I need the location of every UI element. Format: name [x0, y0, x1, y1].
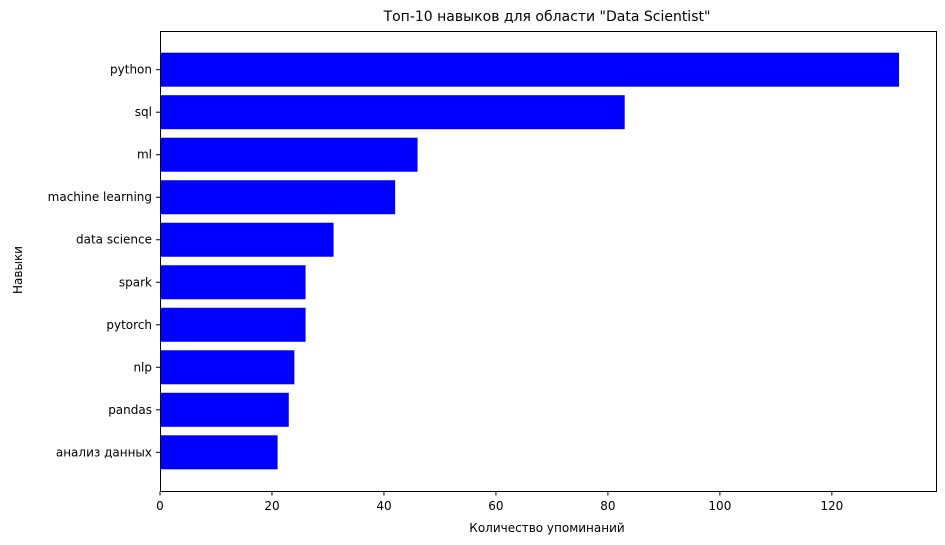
y-axis-label: Навыки: [11, 246, 25, 294]
bar-pandas: [160, 392, 289, 427]
bar-nlp: [160, 350, 295, 385]
bar-spark: [160, 265, 306, 300]
bars-group: [160, 52, 900, 470]
y-tick-label: spark: [119, 275, 152, 289]
x-tick-label: 20: [264, 499, 279, 513]
plot-area-frame: [160, 31, 937, 492]
y-tick-label: sql: [135, 105, 152, 119]
y-tick-label: python: [110, 63, 152, 77]
y-tick-label: pytorch: [106, 318, 152, 332]
bar-ml: [160, 137, 418, 172]
y-tick-label: machine learning: [48, 190, 152, 204]
bar-machine-learning: [160, 180, 396, 215]
x-tick-label: 60: [488, 499, 503, 513]
bar-data-science: [160, 222, 334, 257]
y-tick-label: анализ данных: [56, 445, 152, 459]
chart-title: Топ-10 навыков для области "Data Scienti…: [383, 9, 711, 25]
x-tick-label: 40: [376, 499, 391, 513]
x-axis-label: Количество упоминаний: [469, 521, 624, 535]
x-tick-label: 0: [156, 499, 164, 513]
bar-анализ-данных: [160, 435, 278, 470]
bar-sql: [160, 95, 625, 130]
bar-pytorch: [160, 307, 306, 342]
bar-python: [160, 52, 900, 87]
y-tick-label: pandas: [108, 403, 152, 417]
y-axis-ticks: python sql ml machine learning data science s…: [48, 63, 160, 459]
x-axis-ticks: 0 20 40 60 80 100 120: [156, 491, 843, 513]
y-tick-label: nlp: [133, 360, 152, 374]
x-tick-label: 80: [600, 499, 615, 513]
x-tick-label: 100: [708, 499, 731, 513]
y-tick-label: data science: [76, 233, 152, 247]
y-tick-label: ml: [137, 148, 152, 162]
x-tick-label: 120: [820, 499, 843, 513]
